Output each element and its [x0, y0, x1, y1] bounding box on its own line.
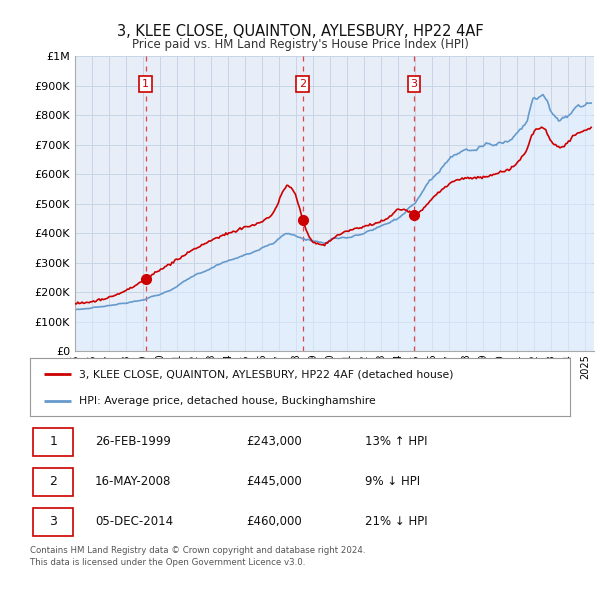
Text: £460,000: £460,000: [246, 515, 302, 528]
Text: £243,000: £243,000: [246, 435, 302, 448]
Text: 3: 3: [49, 515, 57, 528]
Text: 26-FEB-1999: 26-FEB-1999: [95, 435, 170, 448]
Text: 3: 3: [410, 79, 418, 89]
Text: Price paid vs. HM Land Registry's House Price Index (HPI): Price paid vs. HM Land Registry's House …: [131, 38, 469, 51]
Text: 2: 2: [299, 79, 306, 89]
Text: 1: 1: [142, 79, 149, 89]
FancyBboxPatch shape: [33, 428, 73, 455]
FancyBboxPatch shape: [33, 508, 73, 536]
Text: 13% ↑ HPI: 13% ↑ HPI: [365, 435, 427, 448]
Text: 3, KLEE CLOSE, QUAINTON, AYLESBURY, HP22 4AF: 3, KLEE CLOSE, QUAINTON, AYLESBURY, HP22…: [116, 24, 484, 38]
Text: 3, KLEE CLOSE, QUAINTON, AYLESBURY, HP22 4AF (detached house): 3, KLEE CLOSE, QUAINTON, AYLESBURY, HP22…: [79, 369, 453, 379]
Text: 16-MAY-2008: 16-MAY-2008: [95, 475, 171, 488]
Text: HPI: Average price, detached house, Buckinghamshire: HPI: Average price, detached house, Buck…: [79, 396, 376, 407]
Text: 05-DEC-2014: 05-DEC-2014: [95, 515, 173, 528]
Text: 21% ↓ HPI: 21% ↓ HPI: [365, 515, 427, 528]
Text: 2: 2: [49, 475, 57, 488]
Text: 1: 1: [49, 435, 57, 448]
Text: £445,000: £445,000: [246, 475, 302, 488]
Text: 9% ↓ HPI: 9% ↓ HPI: [365, 475, 420, 488]
FancyBboxPatch shape: [33, 468, 73, 496]
Text: Contains HM Land Registry data © Crown copyright and database right 2024.
This d: Contains HM Land Registry data © Crown c…: [30, 546, 365, 566]
